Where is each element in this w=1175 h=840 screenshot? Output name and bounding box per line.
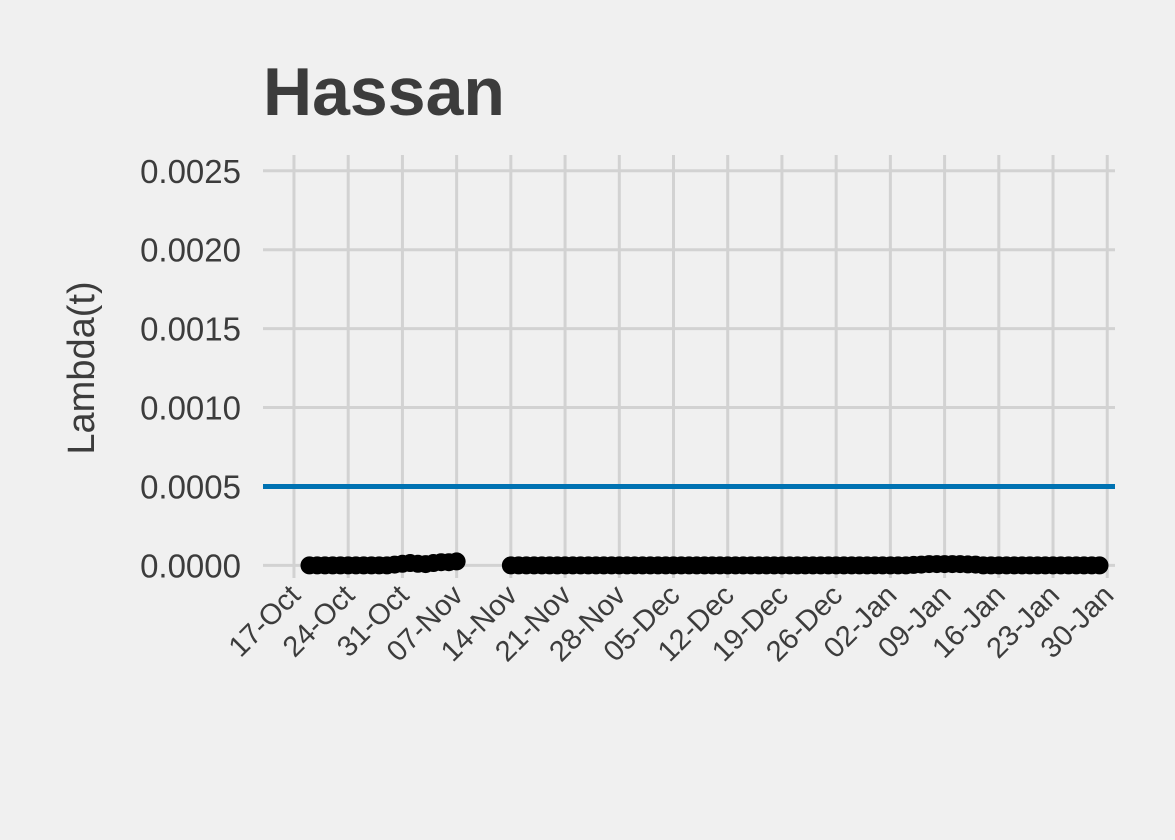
series-group bbox=[300, 552, 1109, 575]
y-tick-labels: 0.0000 0.0005 0.0010 0.0015 0.0020 0.0025 bbox=[140, 153, 241, 585]
y-tick-label: 0.0015 bbox=[140, 311, 241, 348]
data-point bbox=[1090, 556, 1109, 575]
y-tick-label: 0.0000 bbox=[140, 547, 241, 584]
y-gridlines bbox=[263, 169, 1115, 567]
y-axis-label: Lambda(t) bbox=[61, 281, 103, 454]
x-tick-labels: 17-Oct24-Oct31-Oct07-Nov14-Nov21-Nov28-N… bbox=[223, 579, 1120, 668]
y-tick-label: 0.0020 bbox=[140, 232, 241, 269]
y-tick-label: 0.0005 bbox=[140, 468, 241, 505]
x-gridlines bbox=[292, 155, 1109, 578]
data-point bbox=[447, 552, 466, 571]
chart-title: Hassan bbox=[263, 54, 505, 130]
y-tick-label: 0.0010 bbox=[140, 390, 241, 427]
y-tick-label: 0.0025 bbox=[140, 153, 241, 190]
